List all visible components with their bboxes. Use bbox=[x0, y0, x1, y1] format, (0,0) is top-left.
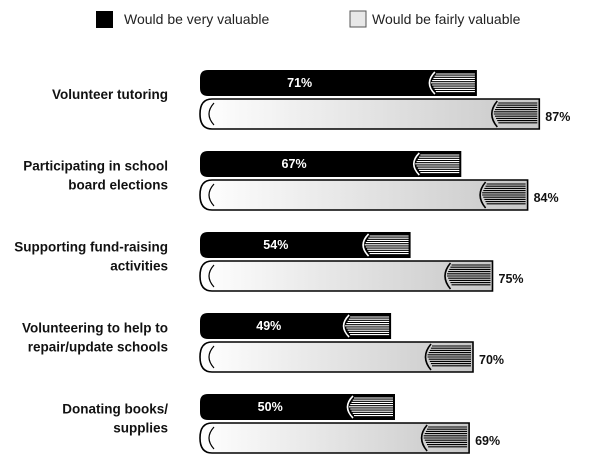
category-label: board elections bbox=[68, 178, 168, 193]
bar-group: Volunteer tutoring 71% 87% bbox=[52, 70, 570, 130]
bar-fairly-valuable bbox=[199, 260, 494, 292]
bars: Volunteer tutoring 71% 87% Participating in… bbox=[14, 70, 570, 454]
bar-group: Supporting fund-raising activities 54% 75% bbox=[14, 232, 524, 292]
bar-fairly-valuable-spine bbox=[208, 102, 215, 126]
bar-fairly-valuable-spine bbox=[208, 345, 215, 369]
category-label: Donating books/ bbox=[62, 402, 168, 417]
category-label: repair/update schools bbox=[28, 340, 168, 355]
bar-fairly-valuable-spine bbox=[208, 183, 215, 207]
bar-very-valuable bbox=[200, 232, 411, 258]
bar-fairly-valuable-pages bbox=[491, 100, 538, 128]
value-label-very-valuable: 71% bbox=[287, 76, 312, 90]
legend-swatch-very-valuable bbox=[96, 11, 113, 28]
category-label: Volunteering to help to bbox=[22, 321, 168, 336]
value-label-fairly-valuable: 87% bbox=[545, 110, 570, 124]
category-label: supplies bbox=[113, 421, 168, 436]
bar-group: Participating in school board elections 67… bbox=[23, 151, 559, 211]
bar-group: Volunteering to help to repair/update sch… bbox=[22, 313, 504, 373]
bar-very-valuable-pages bbox=[428, 71, 475, 95]
bar-fairly-valuable-spine bbox=[208, 426, 215, 450]
bar-fairly-valuable bbox=[199, 179, 529, 211]
bar-fairly-valuable bbox=[199, 98, 541, 130]
value-label-very-valuable: 50% bbox=[258, 400, 283, 414]
bar-very-valuable-pages bbox=[362, 233, 409, 257]
bar-fairly-valuable-pages bbox=[424, 343, 471, 371]
bar-fairly-valuable bbox=[199, 422, 470, 454]
bar-very-valuable-pages bbox=[342, 314, 390, 338]
legend-label-very-valuable: Would be very valuable bbox=[124, 11, 269, 27]
value-label-fairly-valuable: 75% bbox=[499, 272, 524, 286]
bar-fairly-valuable bbox=[199, 341, 474, 373]
value-label-fairly-valuable: 84% bbox=[534, 191, 559, 205]
bar-very-valuable bbox=[200, 151, 462, 177]
legend: Would be very valuable Would be fairly v… bbox=[96, 10, 521, 28]
value-label-very-valuable: 49% bbox=[256, 319, 281, 333]
legend-swatch-fairly-valuable bbox=[349, 10, 367, 28]
bar-fairly-valuable-pages bbox=[420, 424, 468, 452]
category-label: activities bbox=[110, 259, 168, 274]
value-label-very-valuable: 54% bbox=[263, 238, 288, 252]
value-label-fairly-valuable: 70% bbox=[479, 353, 504, 367]
bar-very-valuable bbox=[200, 313, 392, 339]
value-label-very-valuable: 67% bbox=[282, 157, 307, 171]
bar-very-valuable-pages bbox=[346, 395, 393, 419]
bar-very-valuable bbox=[200, 394, 395, 420]
bar-fairly-valuable-pages bbox=[479, 181, 526, 209]
category-label: Participating in school bbox=[23, 159, 168, 174]
bar-very-valuable-pages bbox=[413, 152, 460, 176]
category-label: Volunteer tutoring bbox=[52, 87, 168, 102]
category-label: Supporting fund-raising bbox=[14, 240, 168, 255]
bar-fairly-valuable-spine bbox=[208, 264, 215, 288]
bar-group: Donating books/supplies 50% 69% bbox=[62, 394, 500, 454]
bar-very-valuable bbox=[200, 70, 477, 96]
bar-fairly-valuable-pages bbox=[444, 262, 491, 290]
value-label-fairly-valuable: 69% bbox=[475, 434, 500, 448]
legend-label-fairly-valuable: Would be fairly valuable bbox=[372, 11, 521, 27]
